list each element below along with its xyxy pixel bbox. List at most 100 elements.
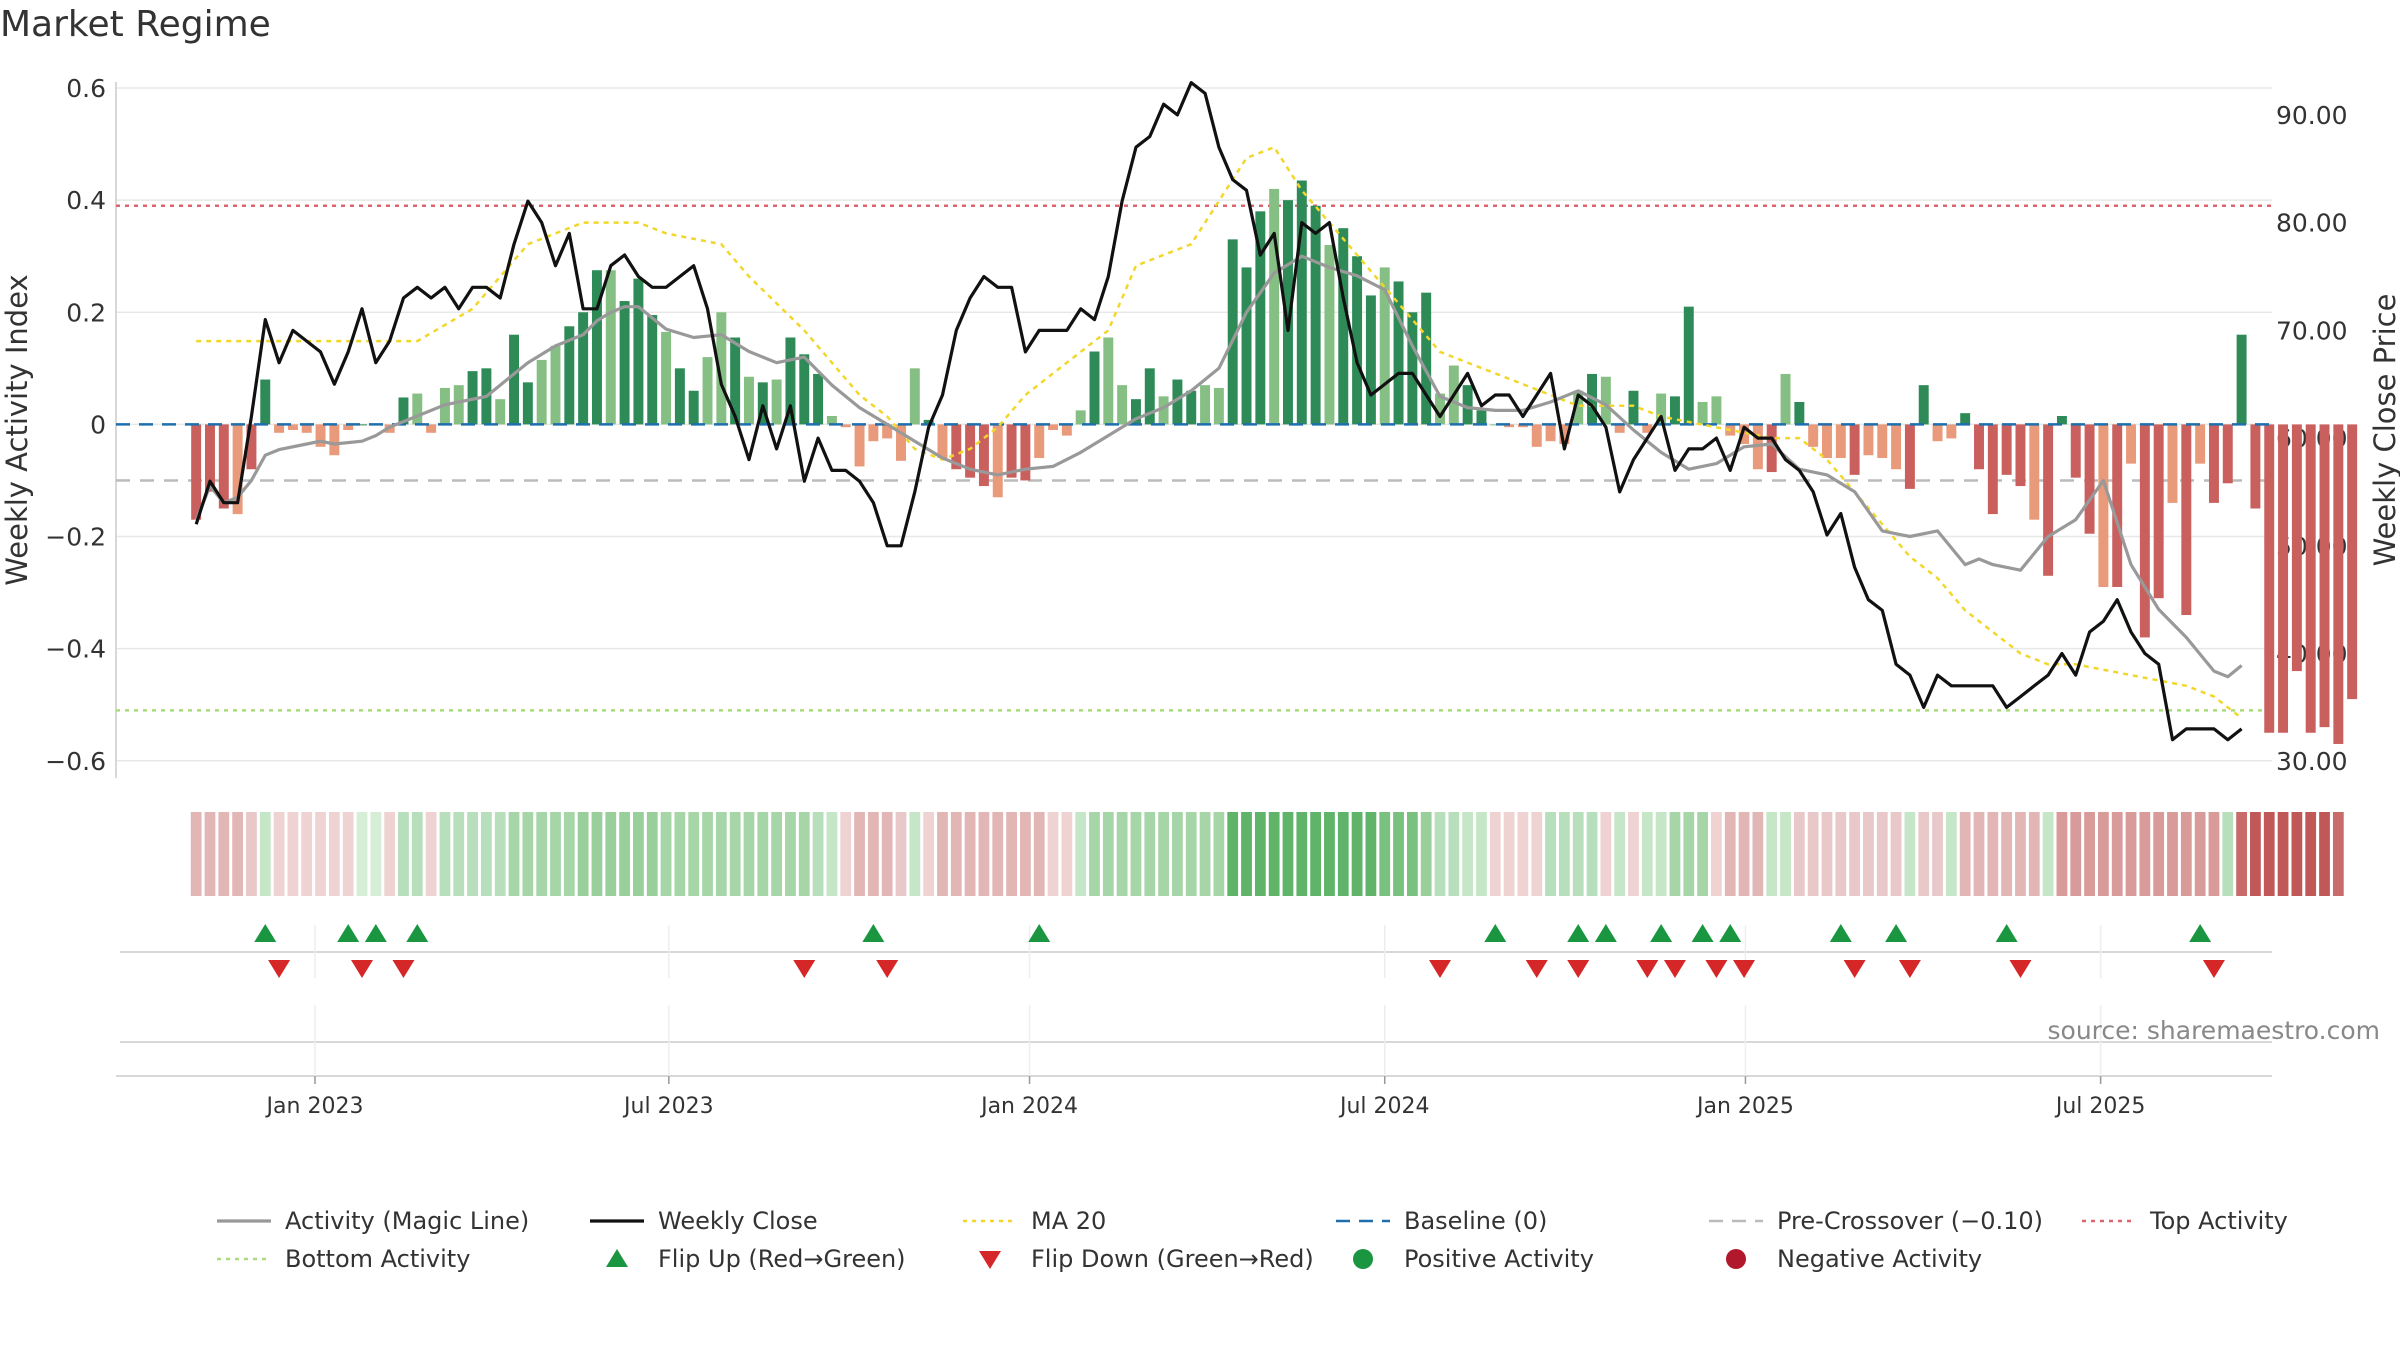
regime-strip-cell	[798, 812, 810, 896]
bottom-panel: Jan 2023 Jul 2023 Jan 2024 Jul 2024 Jan 2025…	[116, 1005, 2380, 1119]
regime-strip-cell	[1393, 812, 1404, 896]
flip-down-marker	[793, 960, 816, 978]
activity-bar	[495, 399, 506, 425]
regime-strip-cell	[577, 812, 589, 896]
regime-strip-cell	[1821, 812, 1833, 896]
activity-bar	[2167, 424, 2178, 503]
regime-strip-cell	[1738, 812, 1750, 896]
regime-strip-cell	[2277, 812, 2289, 896]
activity-bar	[1559, 424, 1570, 445]
activity-bar	[2250, 424, 2261, 509]
activity-bar	[1365, 295, 1376, 425]
triangle-up-icon	[606, 1249, 628, 1267]
activity-bar	[1476, 410, 1487, 425]
regime-strip-cell	[1476, 812, 1487, 896]
regime-strip-cell	[2125, 812, 2137, 896]
legend-item: Bottom Activity	[215, 1245, 588, 1273]
activity-bar	[1863, 424, 1874, 456]
regime-strip-cell	[2015, 812, 2026, 896]
regime-strip-cell	[2291, 812, 2303, 896]
activity-bar	[398, 397, 409, 425]
regime-strip-cell	[342, 812, 354, 896]
activity-bar	[1904, 424, 1915, 489]
flip-down-marker	[1733, 960, 1756, 978]
activity-bar	[1255, 211, 1266, 425]
activity-bar	[315, 424, 326, 447]
flip-up-marker	[1691, 924, 1714, 942]
regime-strip-cell	[1282, 812, 1294, 896]
regime-strip-cell	[1614, 812, 1626, 896]
regime-strip-cell	[1158, 812, 1169, 896]
legend-label: Positive Activity	[1404, 1245, 1594, 1273]
flip-up-marker	[1829, 924, 1852, 942]
legend-label: Pre-Crossover (−0.10)	[1777, 1207, 2044, 1235]
regime-strip-cell	[619, 812, 630, 896]
regime-strip-cell	[1600, 812, 1612, 896]
regime-strip-cell	[1296, 812, 1308, 896]
activity-bar	[218, 424, 229, 509]
activity-bar	[951, 424, 962, 470]
regime-strip-cell	[854, 812, 865, 896]
activity-bar	[287, 424, 298, 430]
regime-strip-cell	[674, 812, 686, 896]
regime-strip-cell	[1628, 812, 1639, 896]
activity-bar	[1960, 413, 1971, 425]
regime-strip-cell	[1144, 812, 1156, 896]
activity-bar	[1573, 390, 1584, 425]
activity-bar	[1227, 239, 1238, 425]
activity-bar	[1987, 424, 1998, 515]
regime-strip-cell	[1558, 812, 1570, 896]
flip-up-marker	[1995, 924, 2018, 942]
regime-strip-cell	[356, 812, 368, 896]
activity-bar	[426, 424, 437, 433]
regime-strip-cell	[1102, 812, 1114, 896]
regime-strip-cell	[453, 812, 465, 896]
regime-strip-cell	[1185, 812, 1197, 896]
regime-strip-cell	[1545, 812, 1556, 896]
activity-bar	[1269, 188, 1280, 425]
activity-bar	[1490, 424, 1501, 426]
activity-bar	[2319, 424, 2330, 728]
flip-down-marker	[2009, 960, 2032, 978]
regime-strip-cell	[1531, 812, 1543, 896]
x-tick-label: Jul 2023	[622, 1094, 714, 1119]
regime-strip-cell	[1379, 812, 1391, 896]
activity-bar	[826, 415, 837, 425]
ma20-line	[196, 145, 2243, 720]
y-tick-label-left: 0.6	[66, 74, 106, 103]
regime-strip-cell	[2056, 812, 2068, 896]
activity-bar	[1918, 385, 1929, 425]
activity-bar	[1283, 200, 1293, 425]
regime-strip-cell	[937, 812, 948, 896]
activity-bar	[605, 270, 616, 425]
activity-bar	[1075, 410, 1086, 425]
regime-strip-cell	[688, 812, 700, 896]
regime-strip-cell	[715, 812, 727, 896]
regime-strip-cell	[826, 812, 838, 896]
activity-bar	[2291, 424, 2302, 672]
activity-bar	[1061, 424, 1072, 436]
activity-bar	[205, 424, 215, 492]
activity-bar	[191, 424, 202, 520]
activity-bar	[2153, 424, 2164, 599]
regime-strip-cell	[2250, 812, 2261, 896]
regime-strip-cell	[1835, 812, 1847, 896]
regime-strip-cell	[2111, 812, 2123, 896]
activity-bar	[1946, 424, 1957, 439]
regime-strip-cell	[702, 812, 713, 896]
activity-bar	[2084, 424, 2095, 534]
activity-bar	[1241, 267, 1252, 425]
activity-bar	[1379, 267, 1390, 425]
activity-bar	[301, 424, 312, 433]
activity-bar	[329, 424, 340, 456]
line-dotted-icon	[2082, 1219, 2136, 1223]
regime-strip-cell	[1572, 812, 1584, 896]
regime-strip-cell	[1199, 812, 1211, 896]
regime-strip-cell	[2332, 812, 2344, 896]
activity-bar	[992, 424, 1003, 498]
activity-bar	[1172, 379, 1183, 425]
y-tick-label-right: 70.00	[2276, 316, 2348, 345]
regime-strip-cell	[1365, 812, 1377, 896]
activity-bar	[2029, 424, 2040, 520]
